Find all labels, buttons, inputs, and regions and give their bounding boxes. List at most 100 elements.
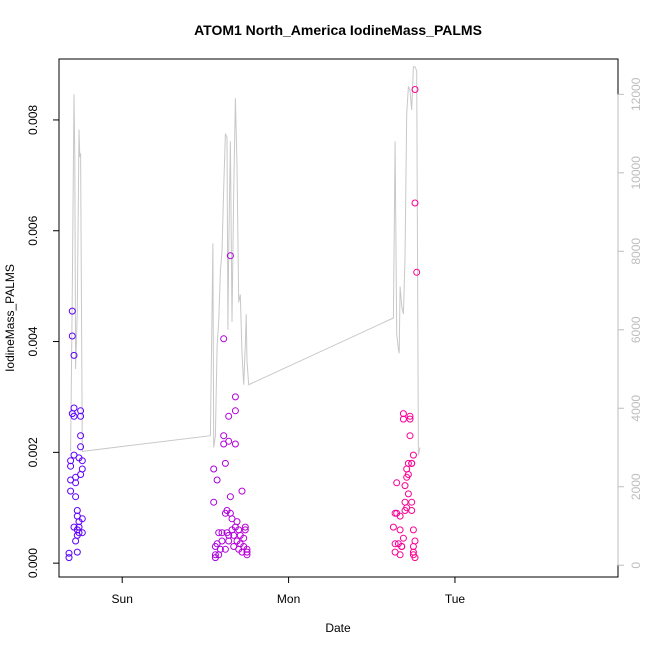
data-point [216, 545, 224, 553]
data-point [70, 412, 78, 420]
data-point [78, 529, 86, 537]
points-layer [65, 86, 421, 562]
data-point [78, 515, 86, 523]
data-point [409, 451, 417, 459]
data-point [393, 479, 401, 487]
data-point [218, 537, 226, 545]
data-point [231, 407, 239, 415]
x-tick-label: Tue [445, 592, 466, 606]
data-point [391, 540, 399, 548]
data-point [72, 537, 80, 545]
x-axis: Sun Mon Tue [112, 576, 466, 606]
data-point [396, 526, 404, 534]
data-point [404, 459, 412, 467]
data-point [77, 471, 85, 478]
y-tick-label: 0.008 [26, 105, 40, 135]
plot-frame [58, 58, 619, 578]
data-point [78, 457, 86, 465]
data-point [396, 512, 404, 520]
data-point [225, 437, 233, 445]
y2-tick-label: 6000 [629, 316, 643, 343]
x-axis-label: Date [325, 621, 351, 635]
data-point [77, 443, 85, 451]
data-point [225, 537, 233, 545]
data-point [230, 531, 238, 539]
data-point [77, 407, 85, 415]
data-point [398, 543, 406, 550]
data-point [411, 199, 419, 207]
y-axis-label: IodineMass_PALMS [3, 264, 17, 372]
data-point [68, 332, 76, 340]
data-point [68, 307, 76, 315]
y-axis: 0.000 0.002 0.004 0.006 0.008 [26, 105, 60, 578]
data-point [210, 465, 218, 473]
data-point [73, 548, 81, 556]
data-point [404, 490, 412, 498]
data-point [411, 554, 419, 562]
data-point [408, 507, 416, 514]
data-point [406, 412, 414, 420]
data-point [404, 471, 412, 478]
y-tick-label: 0.000 [26, 548, 40, 578]
y2-tick-label: 8000 [629, 238, 643, 265]
data-point [65, 549, 73, 557]
data-point [238, 487, 246, 495]
data-point [231, 440, 239, 448]
data-point [409, 526, 417, 534]
chart-title: ATOM1 North_America IodineMass_PALMS [194, 22, 482, 38]
data-point [72, 493, 80, 501]
y2-tick-label: 10000 [629, 156, 643, 190]
y2-tick-label: 2000 [629, 473, 643, 500]
data-point [399, 410, 407, 418]
data-point [406, 432, 414, 440]
data-point [240, 534, 248, 542]
data-point [72, 479, 80, 487]
data-point [215, 529, 223, 537]
data-point [65, 554, 73, 562]
data-point [213, 476, 221, 484]
data-point [218, 529, 226, 537]
data-point [411, 86, 419, 93]
data-point [70, 404, 78, 412]
data-point [226, 493, 234, 501]
right-axis-series-line [70, 66, 421, 456]
data-point [408, 498, 416, 506]
y2-tick-label: 4000 [629, 395, 643, 422]
data-point [67, 487, 75, 495]
data-point [75, 529, 83, 537]
y-tick-label: 0.002 [26, 437, 40, 467]
y-tick-label: 0.006 [26, 215, 40, 245]
data-point [211, 551, 219, 559]
x-tick-label: Sun [112, 592, 133, 606]
data-point [243, 545, 251, 553]
y2-tick-label: 0 [629, 562, 643, 569]
data-point [67, 457, 75, 465]
data-point [70, 351, 78, 359]
data-point [401, 482, 409, 490]
data-point [408, 459, 416, 467]
data-point [221, 459, 229, 467]
data-point [221, 545, 229, 553]
data-point [226, 252, 234, 260]
data-point [389, 523, 397, 531]
data-point [243, 548, 251, 556]
data-point [413, 268, 421, 276]
data-point [406, 415, 414, 423]
data-point [399, 534, 407, 542]
y2-tick-label: 12000 [629, 77, 643, 111]
y2-axis: 0 2000 4000 6000 8000 10000 12000 [617, 77, 643, 569]
y-tick-label: 0.004 [26, 326, 40, 356]
data-point [231, 393, 239, 401]
data-point [225, 412, 233, 420]
data-point [241, 523, 249, 531]
data-point [233, 518, 241, 526]
data-point [396, 551, 404, 559]
data-point [210, 498, 218, 506]
data-point [77, 432, 85, 440]
data-point [220, 432, 228, 440]
x-tick-label: Mon [277, 592, 300, 606]
series-line [70, 66, 421, 456]
data-point [220, 335, 228, 343]
data-point [411, 537, 419, 545]
